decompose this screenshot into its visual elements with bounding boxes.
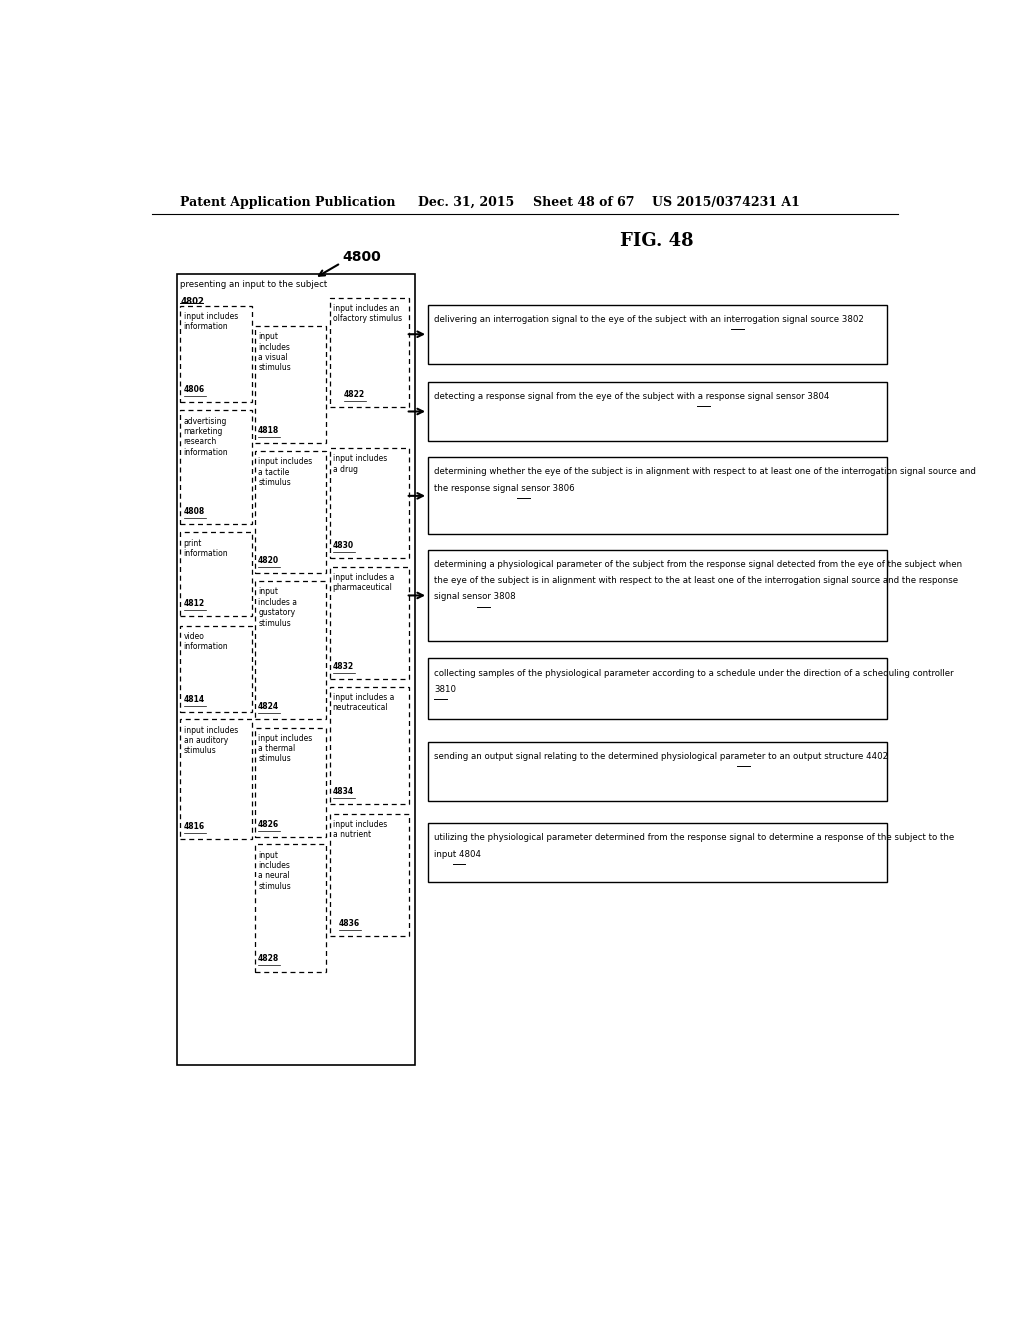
Text: 4800: 4800 — [342, 249, 381, 264]
Text: 4814: 4814 — [183, 696, 205, 704]
Text: input includes a
pharmaceutical: input includes a pharmaceutical — [333, 573, 394, 593]
Text: input 4804: input 4804 — [434, 850, 481, 858]
Bar — [428, 742, 887, 801]
Text: input includes
a thermal
stimulus: input includes a thermal stimulus — [258, 734, 312, 763]
Text: input includes
an auditory
stimulus: input includes an auditory stimulus — [183, 726, 238, 755]
Text: determining a physiological parameter of the subject from the response signal de: determining a physiological parameter of… — [434, 560, 963, 569]
Bar — [255, 451, 327, 573]
Text: input
includes a
gustatory
stimulus: input includes a gustatory stimulus — [258, 587, 297, 627]
Text: US 2015/0374231 A1: US 2015/0374231 A1 — [652, 195, 800, 209]
Text: input includes
a tactile
stimulus: input includes a tactile stimulus — [258, 457, 312, 487]
Text: utilizing the physiological parameter determined from the response signal to det: utilizing the physiological parameter de… — [434, 833, 954, 842]
Text: 4802: 4802 — [180, 297, 205, 306]
Text: collecting samples of the physiological parameter according to a schedule under : collecting samples of the physiological … — [434, 669, 954, 677]
Bar — [180, 411, 252, 524]
Text: 4820: 4820 — [258, 556, 280, 565]
Text: detecting a response signal from the eye of the subject with a response signal s: detecting a response signal from the eye… — [434, 392, 829, 401]
Text: 4830: 4830 — [333, 541, 354, 549]
Text: the eye of the subject is in alignment with respect to the at least one of the i: the eye of the subject is in alignment w… — [434, 576, 958, 585]
Text: advertising
marketing
research
information: advertising marketing research informati… — [183, 417, 228, 457]
Text: presenting an input to the subject: presenting an input to the subject — [180, 280, 328, 289]
Text: input
includes
a visual
stimulus: input includes a visual stimulus — [258, 333, 291, 372]
Bar — [255, 581, 327, 719]
Bar — [180, 626, 252, 713]
Bar — [330, 447, 409, 558]
Bar — [255, 326, 327, 444]
Bar — [255, 727, 327, 837]
Text: the response signal sensor 3806: the response signal sensor 3806 — [434, 483, 574, 492]
Text: input
includes
a neural
stimulus: input includes a neural stimulus — [258, 850, 291, 891]
Text: 4812: 4812 — [183, 599, 205, 607]
Text: input includes
a drug: input includes a drug — [333, 454, 387, 474]
Bar — [428, 824, 887, 882]
Bar — [330, 297, 409, 408]
Bar — [428, 659, 887, 719]
Text: delivering an interrogation signal to the eye of the subject with an interrogati: delivering an interrogation signal to th… — [434, 315, 864, 323]
Text: 4818: 4818 — [258, 426, 280, 434]
Bar — [428, 381, 887, 441]
Bar — [330, 814, 409, 936]
Text: input includes
information: input includes information — [183, 312, 238, 331]
Text: 4824: 4824 — [258, 702, 280, 711]
Bar — [428, 549, 887, 642]
Text: 4826: 4826 — [258, 820, 280, 829]
Text: 4806: 4806 — [183, 385, 205, 395]
Bar — [180, 532, 252, 615]
Text: print
information: print information — [183, 539, 228, 558]
Text: signal sensor 3808: signal sensor 3808 — [434, 593, 516, 602]
Bar — [428, 457, 887, 535]
Text: determining whether the eye of the subject is in alignment with respect to at le: determining whether the eye of the subje… — [434, 467, 976, 477]
Bar — [330, 568, 409, 678]
Text: 3810: 3810 — [434, 685, 457, 694]
Text: input includes a
neutraceutical: input includes a neutraceutical — [333, 693, 394, 713]
Text: input includes
a nutrient: input includes a nutrient — [333, 820, 387, 840]
Text: Sheet 48 of 67: Sheet 48 of 67 — [532, 195, 634, 209]
Bar — [428, 305, 887, 364]
Text: Patent Application Publication: Patent Application Publication — [179, 195, 395, 209]
Text: input includes an
olfactory stimulus: input includes an olfactory stimulus — [333, 304, 401, 323]
Bar — [330, 686, 409, 804]
Bar — [255, 845, 327, 972]
Bar — [177, 275, 416, 1065]
Text: video
information: video information — [183, 632, 228, 652]
Text: 4836: 4836 — [339, 919, 360, 928]
Text: 4834: 4834 — [333, 787, 354, 796]
Text: 4808: 4808 — [183, 507, 205, 516]
Text: 4828: 4828 — [258, 954, 280, 964]
Text: FIG. 48: FIG. 48 — [620, 231, 693, 249]
Text: Dec. 31, 2015: Dec. 31, 2015 — [418, 195, 514, 209]
Bar — [180, 306, 252, 403]
Text: 4832: 4832 — [333, 661, 354, 671]
Text: 4822: 4822 — [344, 391, 365, 399]
Bar — [180, 719, 252, 840]
Text: sending an output signal relating to the determined physiological parameter to a: sending an output signal relating to the… — [434, 752, 889, 760]
Text: 4816: 4816 — [183, 822, 205, 832]
